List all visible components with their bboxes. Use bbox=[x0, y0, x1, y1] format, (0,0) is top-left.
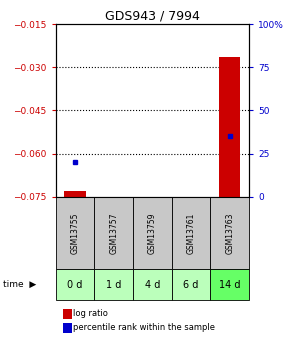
Text: 6 d: 6 d bbox=[183, 280, 199, 289]
Text: log ratio: log ratio bbox=[73, 309, 108, 318]
Title: GDS943 / 7994: GDS943 / 7994 bbox=[105, 10, 200, 23]
Text: 14 d: 14 d bbox=[219, 280, 241, 289]
Bar bbox=[94, 197, 133, 269]
Bar bbox=[133, 197, 172, 269]
Bar bbox=[210, 197, 249, 269]
Bar bbox=[56, 269, 94, 300]
Bar bbox=[133, 269, 172, 300]
Bar bbox=[94, 269, 133, 300]
Text: GSM13761: GSM13761 bbox=[187, 212, 195, 254]
Bar bbox=[172, 269, 210, 300]
Text: GSM13759: GSM13759 bbox=[148, 212, 157, 254]
Text: percentile rank within the sample: percentile rank within the sample bbox=[73, 323, 215, 332]
Bar bbox=[56, 197, 94, 269]
Bar bbox=[64, 191, 86, 197]
Text: GSM13755: GSM13755 bbox=[71, 212, 79, 254]
Bar bbox=[219, 57, 240, 197]
Text: 4 d: 4 d bbox=[145, 280, 160, 289]
Text: GSM13757: GSM13757 bbox=[109, 212, 118, 254]
Bar bbox=[172, 197, 210, 269]
Text: GSM13763: GSM13763 bbox=[225, 212, 234, 254]
Bar bbox=[210, 269, 249, 300]
Text: 1 d: 1 d bbox=[106, 280, 121, 289]
Text: time  ▶: time ▶ bbox=[3, 280, 36, 289]
Text: 0 d: 0 d bbox=[67, 280, 83, 289]
